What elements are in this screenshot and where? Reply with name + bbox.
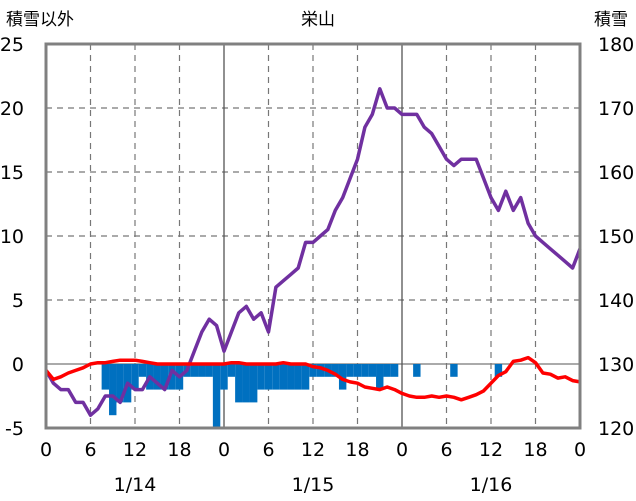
x-tick-label: 0 [40,439,52,461]
precip-bar [390,364,399,377]
x-tick-label: 0 [396,439,408,461]
precip-bar [235,364,243,403]
precip-bar [346,364,354,377]
date-label: 1/16 [470,474,513,496]
precip-bar [450,364,458,377]
precip-bar [279,364,288,390]
precip-bar [249,364,258,403]
right-tick-label: 140 [598,290,634,312]
precip-bar [368,364,377,377]
precip-bar [361,364,369,377]
x-tick-label: 18 [523,439,547,461]
date-label: 1/15 [292,474,335,496]
x-tick-label: 6 [440,439,452,461]
precip-bar [101,364,110,390]
precip-bar [227,364,236,377]
x-tick-label: 18 [345,439,369,461]
right-axis-title: 積雪 [594,10,628,30]
x-tick-label: 18 [167,439,191,461]
chart-title: 栄山 [301,10,335,30]
precip-bar [257,364,265,390]
snow-depth-line [44,87,582,417]
date-label: 1/14 [114,474,157,496]
precip-bar [413,364,421,377]
precip-bar [131,364,139,390]
precip-bar [264,364,273,390]
left-axis-title: 積雪以外 [6,10,74,30]
precip-bar [109,364,117,416]
precip-bar [153,364,161,390]
x-tick-label: 0 [574,439,586,461]
x-tick-label: 12 [123,439,147,461]
precip-bar [383,364,391,377]
precip-bar [331,364,339,377]
left-tick-label: 5 [12,290,24,312]
temperature-line [44,355,581,402]
precip-bar [338,364,347,390]
precip-bar [294,364,302,390]
left-tick-label: 10 [0,226,24,248]
precip-bar [376,364,384,390]
precip-bar [494,364,503,377]
precip-bar [309,364,317,377]
precip-bar [353,364,362,377]
right-tick-label: 120 [598,418,634,440]
precip-bar [168,364,176,390]
x-tick-label: 12 [301,439,325,461]
right-tick-label: 150 [598,226,634,248]
right-tick-label: 160 [598,162,634,184]
x-tick-label: 0 [218,439,230,461]
precip-bar [220,364,228,390]
precip-bar [316,364,325,377]
precip-bar [138,364,147,377]
x-tick-label: 6 [84,439,96,461]
right-tick-label: 170 [598,98,634,120]
left-tick-label: -5 [5,418,24,440]
precip-bar [160,364,169,390]
precip-bar [198,364,206,377]
precip-bar [272,364,280,390]
left-tick-label: 15 [0,162,24,184]
x-tick-label: 6 [262,439,274,461]
precip-bar [301,364,310,390]
precip-bar [212,364,221,428]
precip-bar [287,364,295,390]
left-tick-label: 25 [0,34,24,56]
right-tick-label: 180 [598,34,634,56]
plot-frame [44,42,582,430]
x-tick-label: 12 [479,439,503,461]
left-tick-label: 0 [12,354,24,376]
precip-bar [205,364,213,377]
right-tick-label: 130 [598,354,634,376]
precip-bar [116,364,124,403]
precip-bar [190,364,199,377]
precip-bar [242,364,250,403]
left-tick-label: 20 [0,98,24,120]
